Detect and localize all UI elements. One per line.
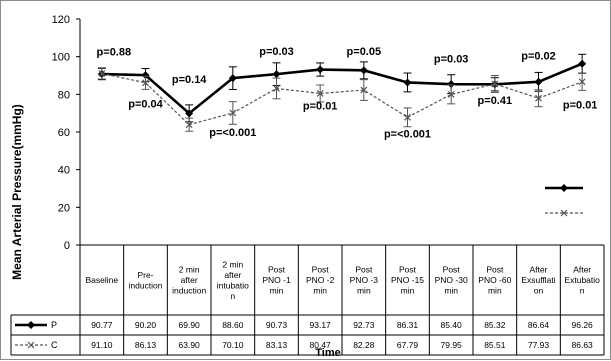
table-cell-C: 80.47 bbox=[310, 340, 332, 350]
category-label: After Exsufflati on bbox=[521, 265, 555, 296]
table-cell-C: 63.90 bbox=[179, 340, 201, 350]
data-point-C bbox=[273, 85, 280, 92]
data-point-C bbox=[447, 91, 455, 98]
table-cell-C: 86.13 bbox=[135, 340, 157, 350]
category-label: Pre-induction bbox=[128, 270, 162, 291]
table-legend-marker-P bbox=[27, 321, 35, 329]
table-cell-P: 88.60 bbox=[222, 320, 244, 330]
p-value-annotation: p=0.04 bbox=[128, 99, 163, 111]
category-label: Post PNO -15 min bbox=[391, 265, 424, 296]
p-value-annotation: p=0.14 bbox=[172, 74, 207, 86]
series-line-C bbox=[101, 72, 583, 126]
table-cell-P: 69.90 bbox=[179, 320, 201, 330]
y-tick-label: 20 bbox=[58, 202, 70, 214]
p-value-annotation: p=0.41 bbox=[478, 95, 513, 107]
table-cell-P: 93.17 bbox=[310, 320, 332, 330]
legend-marker-C bbox=[560, 209, 568, 217]
series-line-P bbox=[101, 62, 583, 116]
data-point-P bbox=[228, 74, 237, 83]
p-value-annotation: p=0.03 bbox=[434, 53, 469, 65]
legend-marker-P bbox=[560, 184, 568, 192]
table-cell-C: 82.28 bbox=[353, 340, 375, 350]
y-tick-label: 80 bbox=[58, 89, 70, 101]
data-point-C bbox=[185, 121, 193, 129]
data-point-P bbox=[272, 70, 281, 79]
data-point-P bbox=[185, 109, 194, 118]
table-cell-P: 86.64 bbox=[528, 320, 550, 330]
table-cell-C: 83.13 bbox=[266, 340, 288, 350]
y-tick-label: 120 bbox=[52, 14, 70, 26]
data-point-C bbox=[535, 94, 542, 102]
category-label: Post PNO -2 min bbox=[306, 265, 335, 296]
category-label: Post PNO -1 min bbox=[262, 265, 291, 296]
data-point-C bbox=[316, 90, 324, 97]
y-tick-label: 60 bbox=[58, 127, 70, 139]
table-cell-P: 85.40 bbox=[441, 320, 463, 330]
data-point-C bbox=[229, 109, 237, 117]
p-value-annotation: p=0.01 bbox=[563, 99, 598, 111]
category-label: Post PNO -30 min bbox=[435, 265, 468, 296]
data-point-C bbox=[142, 79, 149, 87]
category-label: Post PNO -60 min bbox=[478, 265, 511, 296]
category-label: 2 min after intubatio n bbox=[217, 259, 249, 301]
table-cell-C: 91.10 bbox=[91, 340, 113, 350]
table-cell-C: 77.93 bbox=[528, 340, 550, 350]
table-cell-P: 96.26 bbox=[572, 320, 594, 330]
data-point-P bbox=[403, 78, 412, 87]
p-value-annotation: p=<0.001 bbox=[209, 127, 256, 139]
y-tick-label: 0 bbox=[64, 240, 70, 252]
category-label: After Extubatio n bbox=[564, 265, 600, 296]
p-value-annotation: p=0.02 bbox=[521, 50, 556, 62]
data-point-P bbox=[359, 66, 368, 75]
table-cell-P: 85.32 bbox=[484, 320, 506, 330]
table-cell-C: 70.10 bbox=[222, 340, 244, 350]
data-point-C bbox=[491, 80, 499, 88]
data-point-C bbox=[578, 78, 586, 86]
category-label: 2 min after induction bbox=[172, 265, 206, 296]
p-value-annotation: p=<0.001 bbox=[384, 129, 431, 141]
y-axis-label: Mean Arterial Pressure(mmHg) bbox=[10, 104, 24, 280]
y-tick-label: 40 bbox=[58, 165, 70, 177]
table-cell-P: 86.31 bbox=[397, 320, 419, 330]
p-value-annotation: p=0.03 bbox=[259, 46, 294, 58]
p-value-annotation: p=0.88 bbox=[97, 47, 132, 59]
table-legend-label-P: P bbox=[51, 320, 57, 330]
p-value-annotation: p=0.01 bbox=[303, 100, 338, 112]
table-cell-C: 86.63 bbox=[572, 340, 594, 350]
data-point-P bbox=[141, 71, 150, 80]
table-cell-C: 79.95 bbox=[441, 340, 463, 350]
category-label: Baseline bbox=[86, 275, 119, 285]
data-point-C bbox=[360, 86, 368, 94]
data-point-C bbox=[98, 70, 106, 77]
data-point-P bbox=[316, 65, 325, 74]
table-cell-P: 90.77 bbox=[91, 320, 113, 330]
table-legend-marker-C bbox=[27, 341, 35, 349]
table-cell-P: 90.73 bbox=[266, 320, 288, 330]
y-tick-label: 100 bbox=[52, 52, 70, 64]
data-point-C bbox=[404, 113, 411, 121]
table-legend-label-C: C bbox=[51, 340, 58, 350]
table-cell-C: 67.79 bbox=[397, 340, 419, 350]
x-axis-label: Time bbox=[315, 347, 340, 359]
table-cell-C: 85.51 bbox=[484, 340, 506, 350]
p-value-annotation: p=0.05 bbox=[347, 46, 382, 58]
data-point-P bbox=[534, 77, 543, 86]
data-point-P bbox=[578, 59, 587, 68]
data-point-P bbox=[447, 80, 456, 89]
table-cell-P: 90.20 bbox=[135, 320, 157, 330]
category-label: Post PNO -3 min bbox=[350, 265, 379, 296]
table-cell-P: 92.73 bbox=[353, 320, 375, 330]
